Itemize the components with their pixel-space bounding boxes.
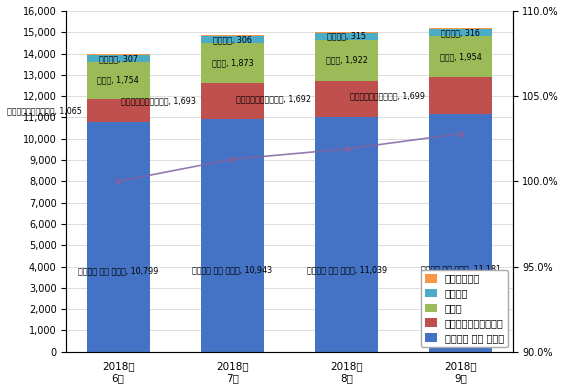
- Bar: [201, 43, 264, 83]
- Text: オリックスカーシェア, 1,699: オリックスカーシェア, 1,699: [350, 91, 425, 100]
- Text: カリテコ, 315: カリテコ, 315: [327, 32, 366, 41]
- Bar: [87, 55, 149, 62]
- Bar: [315, 32, 378, 33]
- Text: タイムズ カー プラス, 11,039: タイムズ カー プラス, 11,039: [307, 265, 387, 274]
- Text: カレコ, 1,754: カレコ, 1,754: [97, 76, 139, 85]
- Text: カレコ, 1,873: カレコ, 1,873: [212, 58, 253, 67]
- Bar: [201, 35, 264, 36]
- Bar: [315, 33, 378, 40]
- Legend: アース・カー, カリテコ, カレコ, オリックスカーシェア, タイムズ カー プラス: アース・カー, カリテコ, カレコ, オリックスカーシェア, タイムズ カー プ…: [421, 269, 508, 347]
- Bar: [87, 99, 149, 122]
- Bar: [430, 29, 492, 36]
- Bar: [201, 119, 264, 352]
- Text: カリテコ, 306: カリテコ, 306: [213, 35, 252, 44]
- Text: タイムズ カー プラス, 10,943: タイムズ カー プラス, 10,943: [192, 266, 272, 275]
- Bar: [430, 77, 492, 113]
- Bar: [430, 36, 492, 77]
- Text: カレコ, 1,922: カレコ, 1,922: [325, 56, 367, 65]
- Bar: [87, 54, 149, 55]
- Bar: [87, 122, 149, 352]
- Bar: [87, 62, 149, 99]
- Bar: [315, 81, 378, 117]
- Text: タイムズ カー プラス, 11,181: タイムズ カー プラス, 11,181: [421, 264, 501, 273]
- Text: オリックスカーシェア, 1,065: オリックスカーシェア, 1,065: [7, 106, 82, 115]
- Text: タイムズ カー プラス, 10,799: タイムズ カー プラス, 10,799: [78, 267, 158, 276]
- Text: オリックスカーシェア, 1,693: オリックスカーシェア, 1,693: [122, 96, 196, 105]
- Bar: [315, 40, 378, 81]
- Text: オリックスカーシェア, 1,692: オリックスカーシェア, 1,692: [235, 94, 311, 103]
- Bar: [430, 113, 492, 352]
- Text: カレコ, 1,954: カレコ, 1,954: [440, 52, 482, 61]
- Bar: [315, 117, 378, 352]
- Bar: [201, 83, 264, 119]
- Bar: [201, 36, 264, 43]
- Text: カリテコ, 316: カリテコ, 316: [441, 28, 481, 37]
- Bar: [430, 28, 492, 29]
- Text: カリテコ, 307: カリテコ, 307: [98, 54, 138, 63]
